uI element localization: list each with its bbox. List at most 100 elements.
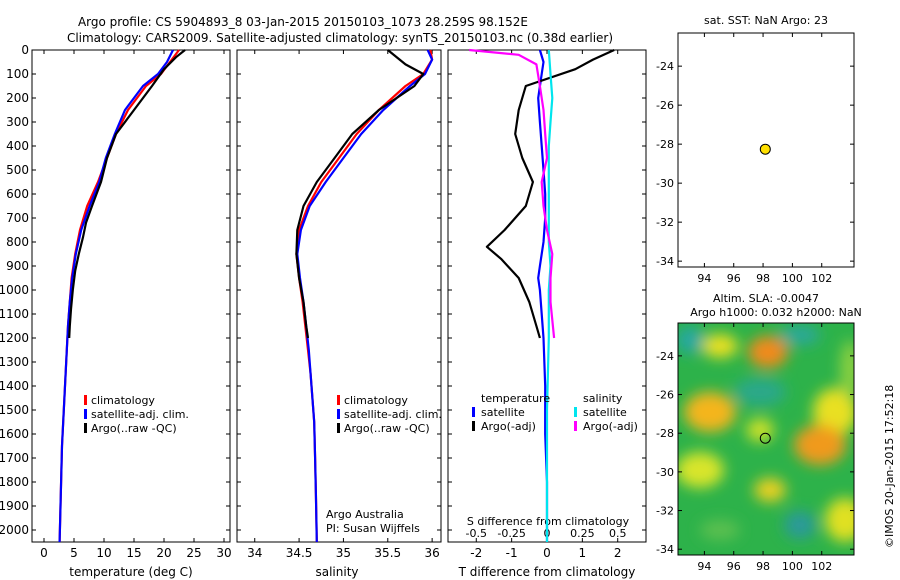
x-tick-label: 15 (126, 546, 141, 560)
x-tick-label: 25 (186, 546, 201, 560)
y-tick-label: -30 (656, 466, 674, 479)
legend-header-salinity: salinity (583, 392, 623, 405)
sla-map-panel: Altim. SLA: -0.0047 Argo h1000: 0.032 h2… (656, 292, 862, 573)
temperature-xlabel: temperature (deg C) (69, 565, 192, 579)
title-line-2: Climatology: CARS2009. Satellite-adjuste… (67, 31, 613, 45)
x-tick-label: 94 (697, 560, 711, 573)
pi-label: PI: Susan Wijffels (326, 522, 420, 535)
x-tick-label: 96 (727, 272, 741, 285)
x2-tick-label: -0.5 (466, 527, 487, 540)
y-tick-label: -34 (656, 255, 674, 268)
title-line-1: Argo profile: CS 5904893_8 03-Jan-2015 2… (78, 15, 528, 29)
y-tick-label: 1100 (0, 307, 29, 321)
x-tick-label: 20 (156, 546, 171, 560)
argo-location-marker (759, 143, 771, 155)
legend-swatch-s-argo (574, 421, 577, 431)
x-tick-label: -1 (506, 546, 518, 560)
y-tick-label: 400 (6, 139, 29, 153)
legend-swatch-argo (337, 423, 340, 433)
legend-swatch-climatology (337, 395, 340, 405)
institution-label: Argo Australia (326, 508, 404, 521)
y-tick-label: 1300 (0, 355, 29, 369)
s-difference-xlabel: S difference from climatology (467, 515, 630, 528)
y-tick-label: 600 (6, 187, 29, 201)
y-tick-label: 1800 (0, 475, 29, 489)
argo-location-marker (759, 432, 771, 444)
x-tick-label: 94 (697, 272, 711, 285)
y-tick-label: -24 (656, 60, 674, 73)
y-tick-label: 1200 (0, 331, 29, 345)
y-tick-label: 1000 (0, 283, 29, 297)
x-tick-label: 34 (247, 546, 262, 560)
legend-swatch-t-satellite (472, 407, 475, 417)
legend-label-satellite: satellite-adj. clim. (344, 408, 442, 421)
salinity-xlabel: salinity (315, 565, 358, 579)
y-tick-label: -26 (656, 99, 674, 112)
x-tick-label: -2 (470, 546, 482, 560)
legend-label-s-satellite: satellite (583, 406, 627, 419)
sst-map-panel: sat. SST: NaN Argo: 23 94 96 98 100 102 -24 -2… (656, 14, 855, 285)
x-tick-label: 96 (727, 560, 741, 573)
series-line-satellite (537, 49, 549, 542)
x2-tick-label: -0.25 (497, 527, 525, 540)
y-tick-label: 2000 (0, 523, 29, 537)
difference-panel: T difference from climatology S differen… (447, 48, 647, 579)
x-tick-label: 2 (614, 546, 622, 560)
y-tick-label: 500 (6, 163, 29, 177)
x-tick-label: 35 (336, 546, 351, 560)
temperature-panel: temperature (deg C) 0 5 10 15 20 25 3001002003… (0, 43, 232, 579)
legend-swatch-satellite (337, 409, 340, 419)
y-tick-label: -32 (656, 505, 674, 518)
y-tick-label: -34 (656, 543, 674, 556)
x-tick-label: 1 (579, 546, 587, 560)
t-difference-xlabel: T difference from climatology (458, 565, 636, 579)
y-tick-label: 1500 (0, 403, 29, 417)
legend-label-climatology: climatology (91, 394, 155, 407)
x-tick-label: 100 (782, 560, 803, 573)
y-tick-label: 900 (6, 259, 29, 273)
y-tick-label: 1700 (0, 451, 29, 465)
x-tick-label: 98 (756, 272, 770, 285)
y-tick-label: 1400 (0, 379, 29, 393)
x-tick-label: 35.5 (374, 546, 401, 560)
sst-map-title: sat. SST: NaN Argo: 23 (704, 14, 828, 27)
legend-swatch-climatology (84, 395, 87, 405)
y-tick-label: -28 (656, 138, 674, 151)
x-tick-label: 10 (96, 546, 111, 560)
x-tick-label: 36 (424, 546, 439, 560)
x-tick-label: 102 (811, 560, 832, 573)
x-tick-label: 30 (216, 546, 231, 560)
legend-swatch-satellite (84, 409, 87, 419)
legend-swatch-argo (84, 423, 87, 433)
y-tick-label: -28 (656, 427, 674, 440)
legend-swatch-s-satellite (574, 407, 577, 417)
legend-label-climatology: climatology (344, 394, 408, 407)
x2-tick-label: 0.5 (609, 527, 627, 540)
legend-label-t-satellite: satellite (481, 406, 525, 419)
y-tick-label: 800 (6, 235, 29, 249)
series-line-satellite-adj-clim- (58, 49, 174, 543)
imos-watermark: ©IMOS 20-Jan-2015 17:52:18 (883, 385, 896, 548)
x-tick-label: 34.5 (286, 546, 313, 560)
sla-map-title-2: Argo h1000: 0.032 h2000: NaN (690, 306, 862, 319)
y-tick-label: 1900 (0, 499, 29, 513)
y-tick-label: -24 (656, 350, 674, 363)
series-line-satellite (545, 49, 554, 542)
y-tick-label: 1600 (0, 427, 29, 441)
legend-swatch-t-argo (472, 421, 475, 431)
x-tick-label: 98 (756, 560, 770, 573)
series-line-argo-adj- (469, 48, 556, 339)
legend-header-temperature: temperature (481, 392, 550, 405)
series-line-argo-raw-qc- (68, 49, 186, 339)
legend-label-t-argo: Argo(-adj) (481, 420, 536, 433)
x-tick-label: 5 (70, 546, 78, 560)
y-tick-label: 700 (6, 211, 29, 225)
x-tick-label: 0 (543, 546, 551, 560)
y-tick-label: 300 (6, 115, 29, 129)
x-tick-label: 0 (40, 546, 48, 560)
legend-label-argo: Argo(..raw -QC) (344, 422, 430, 435)
y-tick-label: -30 (656, 177, 674, 190)
salinity-legend: climatology satellite-adj. clim. Argo(..… (337, 394, 442, 435)
difference-legend: temperature salinity satellite Argo(-adj… (472, 392, 638, 433)
